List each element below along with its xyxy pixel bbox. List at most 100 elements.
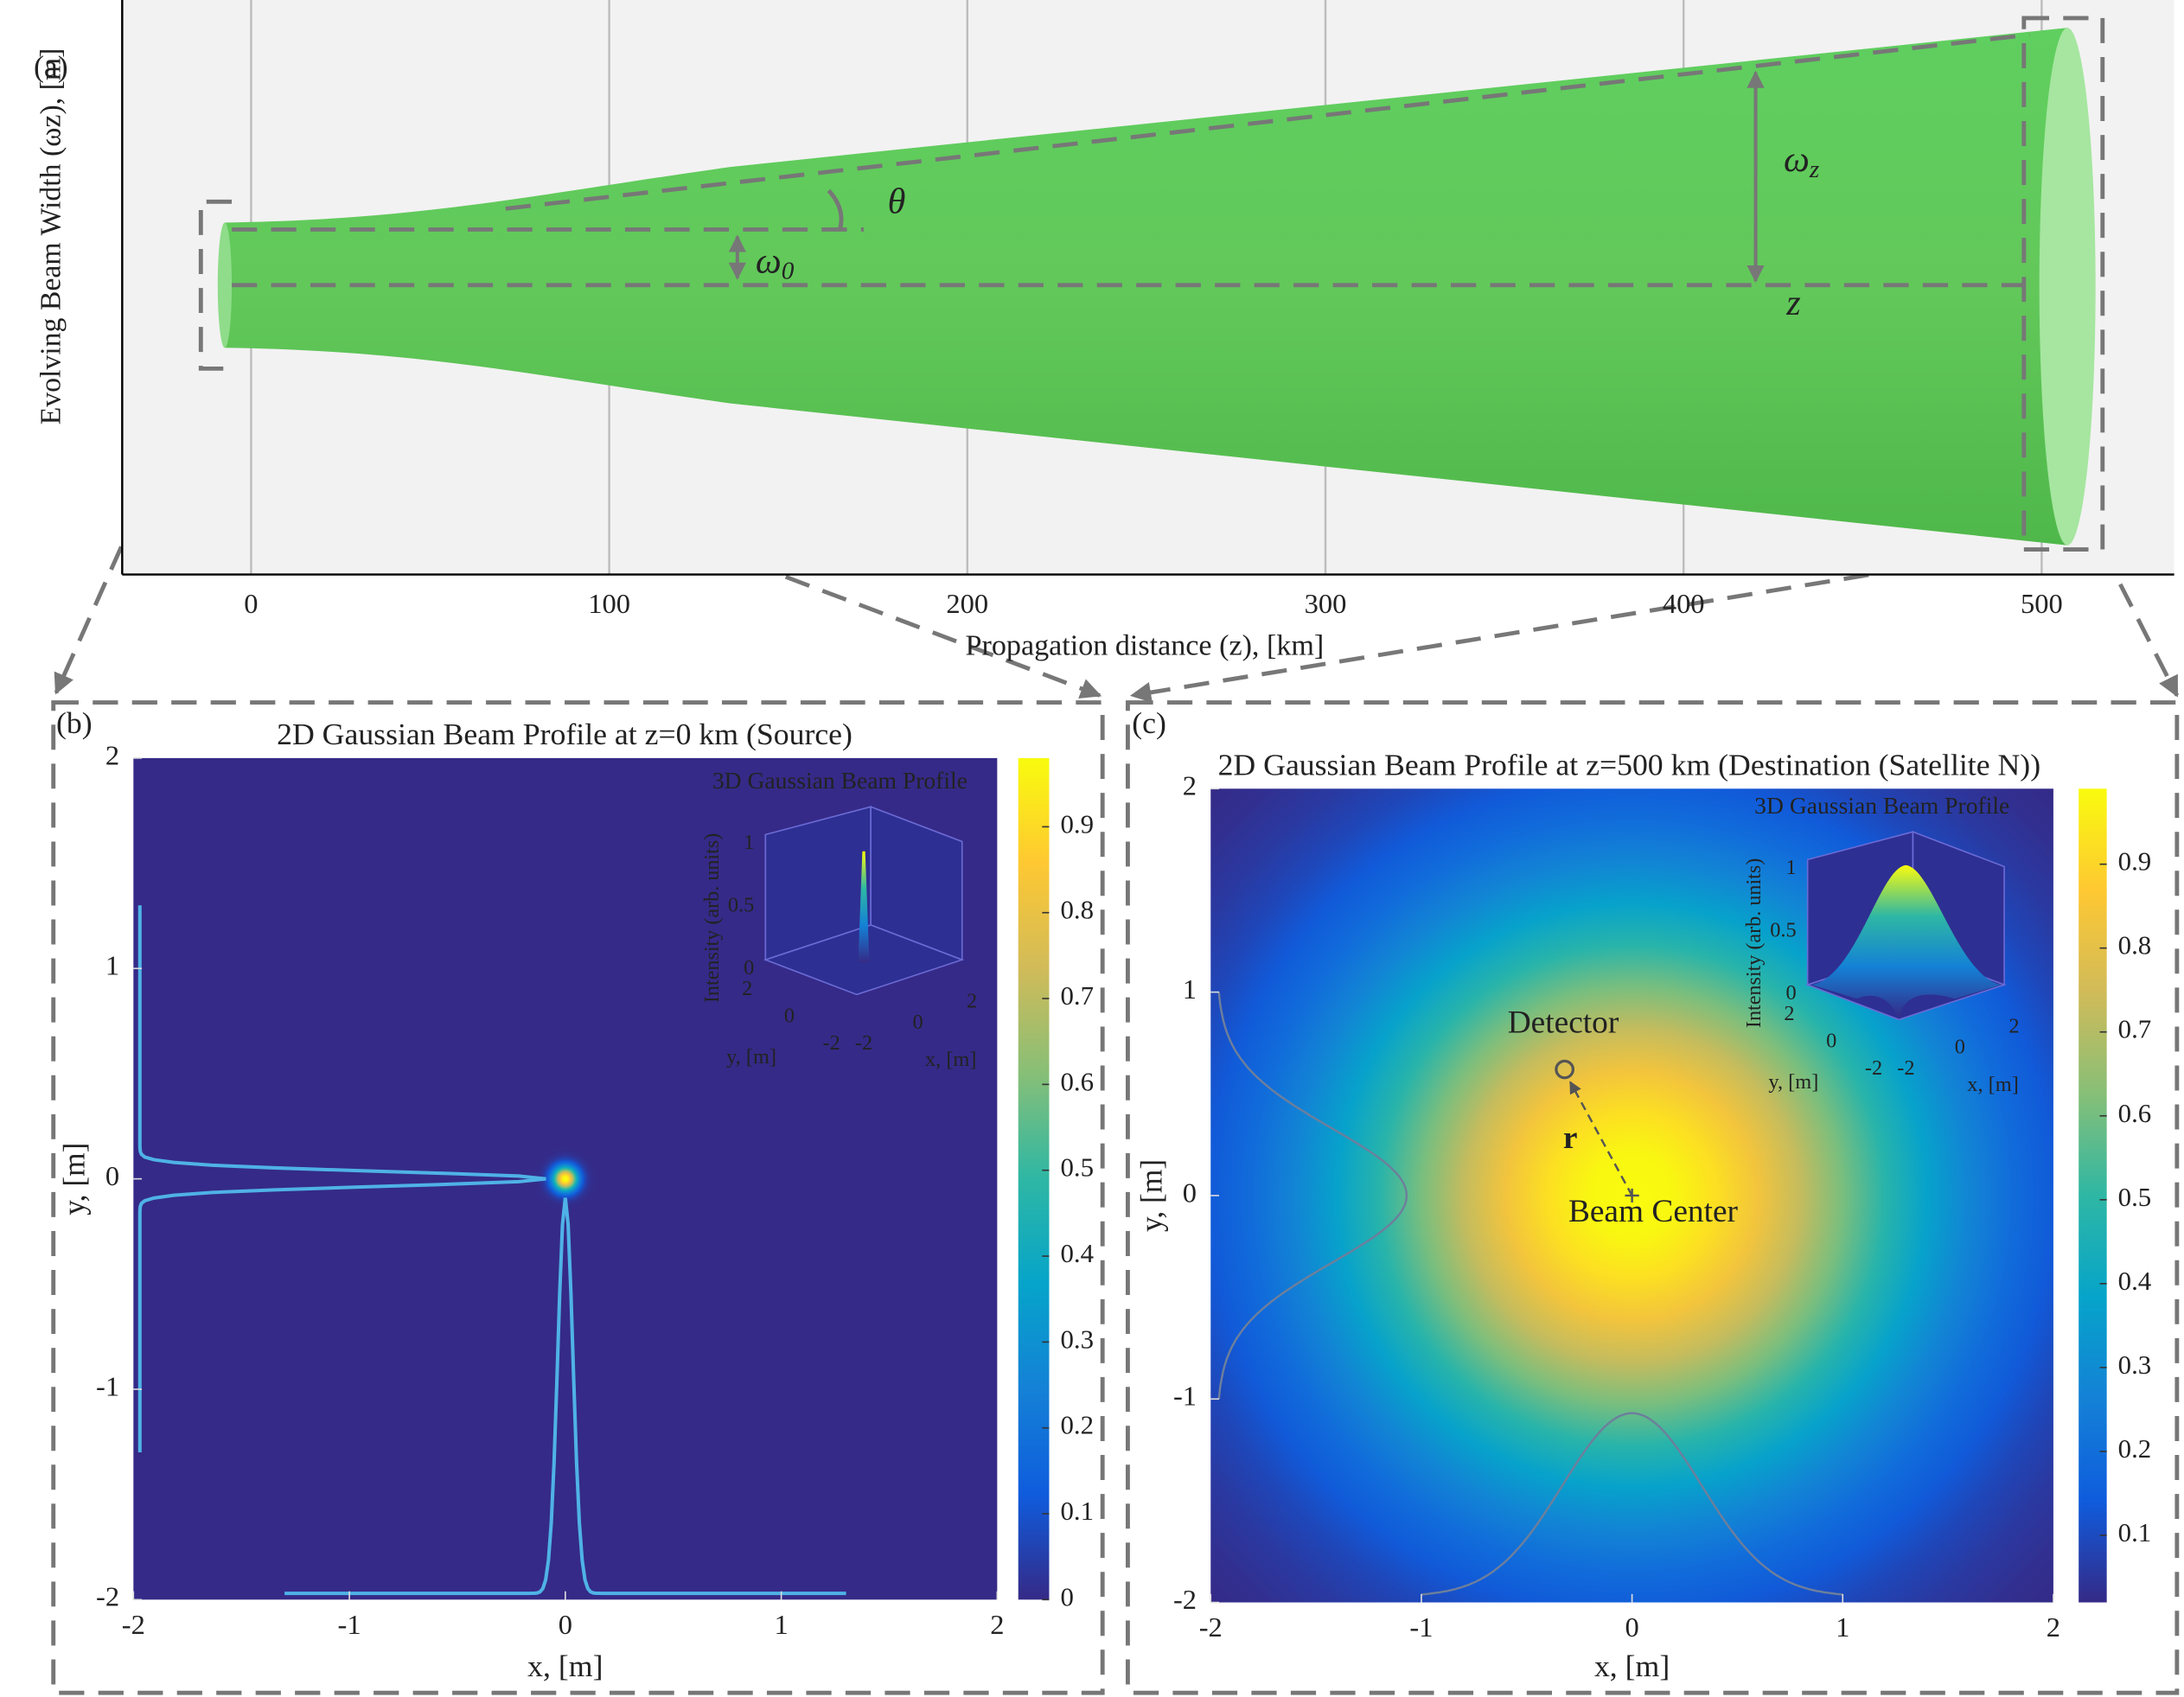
inset-x-tick-label: 0 <box>1955 1036 1965 1059</box>
y-tick-label: 0 <box>105 1160 119 1191</box>
x-tick-label: -1 <box>338 1609 361 1640</box>
angle-arc <box>827 188 844 231</box>
x-profile <box>1421 1412 1843 1596</box>
colorbar-tick-label: 0 <box>1060 1583 1073 1612</box>
annotation: ωz <box>1784 140 1819 182</box>
inset-z-tick-label: 0 <box>1785 981 1796 1005</box>
inset-z-tick-label: 1 <box>744 831 754 854</box>
colorbar-tick-label: 0.3 <box>1060 1325 1094 1355</box>
source-bracket <box>198 199 233 371</box>
colorbar-tick-label: 0.5 <box>1060 1153 1094 1183</box>
colorbar-tick-label: 0.2 <box>2118 1434 2152 1464</box>
x-tick-label: 300 <box>1305 588 1347 619</box>
colorbar-tick-label: 0.2 <box>1060 1411 1094 1440</box>
colorbar-tick-label: 0.9 <box>2118 847 2152 877</box>
beam-start <box>217 222 233 348</box>
inset-y-label: y, [m] <box>726 1045 776 1069</box>
inset-x-tick-label: -2 <box>1897 1056 1914 1080</box>
inset-surface <box>858 851 870 963</box>
annotation-subscript: z <box>1809 156 1819 183</box>
inset-y-tick-label: 0 <box>784 1005 795 1028</box>
x-tick-label: 2 <box>2047 1611 2060 1643</box>
destination-box <box>2021 16 2105 552</box>
inset-surface <box>1811 864 2002 1018</box>
inset-x-label: x, [m] <box>1967 1073 2019 1096</box>
y-profile <box>137 905 546 1452</box>
inset-z-tick-label: 0.5 <box>1770 919 1796 942</box>
x-axis-label: x, [m] <box>527 1649 603 1683</box>
inset-y-tick-label: 0 <box>1826 1030 1836 1053</box>
colorbar-tick-label: 0.7 <box>1060 981 1094 1011</box>
y-tick-label: -1 <box>96 1371 119 1402</box>
x-tick-label: -2 <box>1199 1611 1223 1643</box>
x-tick-label: 400 <box>1663 588 1705 619</box>
x-axis-label: Propagation distance (z), [km] <box>966 630 1325 662</box>
inset-z-label: Intensity (arb. units) <box>700 833 724 1003</box>
colorbar-tick-label: 0.8 <box>1060 896 1094 925</box>
colorbar-tick-label: 0.7 <box>2118 1015 2152 1044</box>
inset-y-label: y, [m] <box>1768 1070 1818 1094</box>
y-axis-label: y, [m] <box>56 1143 91 1215</box>
annotation-symbol: ω <box>756 241 782 281</box>
annotation: Beam Center <box>1568 1194 1739 1229</box>
y-tick-label: 2 <box>105 739 119 770</box>
x-profile <box>284 1197 846 1596</box>
y-tick-label: 2 <box>1183 770 1197 801</box>
inset: 3D Gaussian Beam Profile Intensity (arb. … <box>700 768 977 1071</box>
inset-y-tick-label: -2 <box>823 1031 840 1055</box>
chart-title: 2D Gaussian Beam Profile at z=500 km (De… <box>1218 747 2041 782</box>
colorbar-tick-label: 0.8 <box>2118 931 2152 960</box>
inset-title: 3D Gaussian Beam Profile <box>1754 793 2009 819</box>
chart-title: 2D Gaussian Beam Profile at z=0 km (Sour… <box>277 717 853 751</box>
inset-z-label: Intensity (arb. units) <box>1742 858 1766 1028</box>
annotation-symbol: z <box>1785 284 1800 323</box>
inset-z-tick-label: 1 <box>1785 856 1796 879</box>
y-tick-label: 0 <box>1183 1177 1197 1208</box>
inset-x-tick-label: 2 <box>967 990 977 1013</box>
beam-end <box>2039 28 2096 545</box>
inset-x-label: x, [m] <box>925 1048 977 1071</box>
x-tick-label: 100 <box>588 588 630 619</box>
annotation: r <box>1563 1120 1578 1156</box>
inset-y-tick-label: 2 <box>1784 1002 1794 1025</box>
inset-x-tick-label: 0 <box>912 1011 923 1034</box>
colorbar-tick-label: 0.3 <box>2118 1350 2152 1380</box>
inset-y-tick-label: -2 <box>1865 1056 1882 1080</box>
annotation: Detector <box>1508 1005 1619 1040</box>
x-tick-label: 0 <box>559 1609 572 1640</box>
colorbar-tick-label: 0.4 <box>1060 1239 1094 1268</box>
x-tick-label: -1 <box>1409 1611 1433 1643</box>
x-tick-label: 1 <box>1836 1611 1849 1643</box>
annotation: θ <box>888 182 906 221</box>
annotation: z <box>1785 284 1800 323</box>
x-tick-label: 2 <box>990 1609 1004 1640</box>
x-tick-label: 0 <box>1625 1611 1638 1643</box>
x-tick-label: 200 <box>946 588 988 619</box>
inset-y-tick-label: 2 <box>742 977 752 1000</box>
annotation-symbol: θ <box>888 182 906 221</box>
colorbar-tick-label: 0.1 <box>2118 1518 2152 1547</box>
annotation: ω0 <box>756 241 795 284</box>
panel-label: (a) <box>34 49 68 84</box>
panel-label: (c) <box>1132 705 1166 740</box>
asymptote-line <box>505 32 2030 211</box>
y-tick-label: -2 <box>96 1581 119 1612</box>
r-arrow <box>1569 1081 1633 1196</box>
y-tick-label: 1 <box>105 950 119 981</box>
x-tick-label: 500 <box>2021 588 2063 619</box>
colorbar-tick-label: 0.5 <box>2118 1183 2152 1212</box>
y-tick-label: -2 <box>1173 1584 1197 1615</box>
beam-center <box>1625 1188 1639 1203</box>
inset-z-tick-label: 0.5 <box>728 894 754 917</box>
colorbar-tick-label: 0.6 <box>2118 1099 2152 1128</box>
y-axis-label: y, [m] <box>1134 1159 1168 1232</box>
colorbar <box>2079 788 2107 1603</box>
annotation-subscript: 0 <box>782 257 795 284</box>
inset-x-tick-label: -2 <box>855 1031 872 1055</box>
y-tick-label: 1 <box>1183 973 1197 1005</box>
x-axis-label: x, [m] <box>1594 1649 1670 1683</box>
y-axis-label: Evolving Beam Width (ωz), [m] <box>35 48 67 425</box>
panel-2: -2 -1 0 1 2 -2 -1 0 1 2 0.1 0.2 0.3 0.4 0.5 0.6 0.7 0.8 0.… <box>1132 705 2151 1683</box>
